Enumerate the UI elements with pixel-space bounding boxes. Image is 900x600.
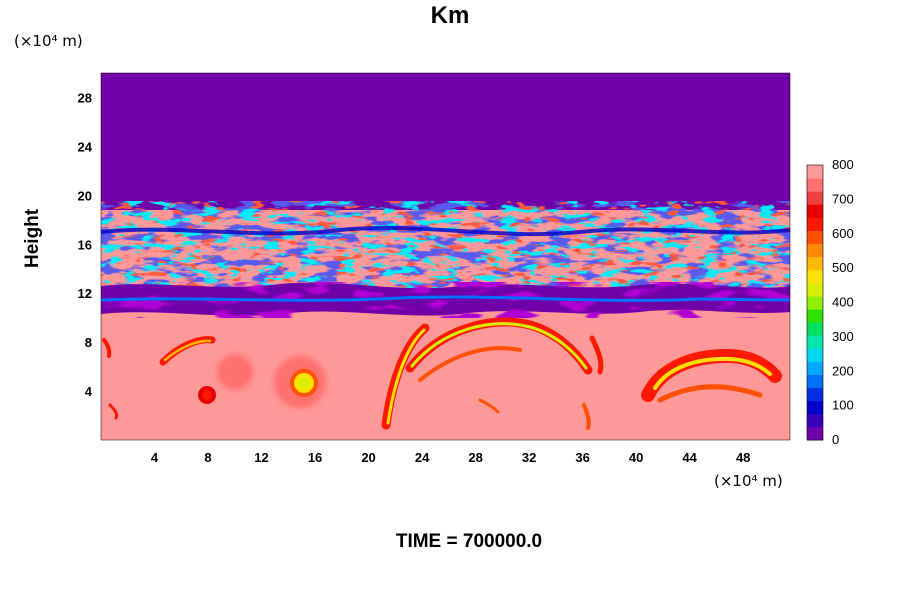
colorbar-segment bbox=[807, 309, 823, 323]
y-axis-ticks: 4 8 12 16 20 24 28 bbox=[78, 90, 93, 399]
colorbar-segment bbox=[807, 204, 823, 218]
lower-features bbox=[102, 317, 782, 430]
heatmap-field bbox=[101, 73, 790, 440]
y-tick-label: 12 bbox=[78, 286, 92, 301]
colorbar-segment bbox=[807, 165, 823, 179]
y-tick-label: 8 bbox=[85, 335, 92, 350]
colorbar bbox=[806, 164, 824, 441]
colorbar-frame bbox=[806, 164, 824, 441]
x-tick-label: 20 bbox=[361, 450, 375, 465]
colorbar-segment bbox=[807, 426, 823, 441]
time-annotation: TIME = 700000.0 bbox=[395, 531, 543, 552]
colorbar-label: 800 bbox=[832, 157, 854, 172]
colorbar-segment bbox=[807, 400, 823, 415]
colorbar-label: 400 bbox=[832, 295, 854, 310]
colorbar-label: 200 bbox=[832, 363, 854, 378]
colorbar-segment bbox=[807, 387, 823, 402]
colorbar-segment bbox=[807, 282, 823, 297]
x-tick-label: 36 bbox=[575, 450, 589, 465]
y-tick-label: 24 bbox=[78, 139, 93, 154]
colorbar-segment bbox=[807, 413, 823, 428]
x-tick-label: 16 bbox=[308, 450, 322, 465]
y-tick-label: 4 bbox=[85, 384, 93, 399]
colorbar-segment bbox=[807, 269, 823, 284]
y-tick-label: 16 bbox=[78, 237, 92, 252]
colorbar-label: 300 bbox=[832, 329, 854, 344]
colorbar-segment bbox=[807, 295, 823, 310]
colorbar-segment bbox=[807, 191, 823, 205]
y-axis-unit: (×10⁴ m) bbox=[14, 32, 83, 50]
x-tick-label: 28 bbox=[468, 450, 482, 465]
colorbar-segment bbox=[807, 230, 823, 245]
colorbar-segment bbox=[807, 335, 823, 349]
colorbar-segment bbox=[807, 361, 823, 376]
colorbar-segment bbox=[807, 374, 823, 389]
colorbar-labels: 0 100 200 300 400 500 600 700 800 bbox=[832, 157, 854, 447]
colorbar-segment bbox=[807, 243, 823, 258]
colorbar-label: 700 bbox=[832, 191, 854, 206]
colorbar-label: 0 bbox=[832, 432, 839, 447]
colorbar-label: 100 bbox=[832, 398, 854, 413]
x-tick-label: 8 bbox=[204, 450, 211, 465]
colorbar-label: 500 bbox=[832, 260, 854, 275]
x-tick-label: 24 bbox=[415, 450, 430, 465]
x-tick-label: 12 bbox=[254, 450, 268, 465]
x-tick-label: 48 bbox=[736, 450, 750, 465]
colorbar-label: 600 bbox=[832, 226, 854, 241]
colorbar-segment bbox=[807, 322, 823, 336]
x-tick-label: 40 bbox=[629, 450, 643, 465]
y-tick-label: 28 bbox=[78, 90, 92, 105]
x-tick-label: 44 bbox=[682, 450, 697, 465]
colorbar-segment bbox=[807, 348, 823, 362]
x-tick-label: 4 bbox=[151, 450, 159, 465]
colorbar-segment bbox=[807, 217, 823, 231]
colorbar-segment bbox=[807, 256, 823, 271]
plot-frame bbox=[100, 72, 791, 441]
chart-title: Km bbox=[430, 2, 470, 29]
y-tick-label: 20 bbox=[78, 188, 92, 203]
x-tick-label: 32 bbox=[522, 450, 536, 465]
x-axis-ticks: 4 8 12 16 20 24 28 32 36 40 44 48 bbox=[151, 450, 751, 465]
x-axis-unit: (×10⁴ m) bbox=[714, 472, 783, 490]
colorbar-segment bbox=[807, 178, 823, 192]
